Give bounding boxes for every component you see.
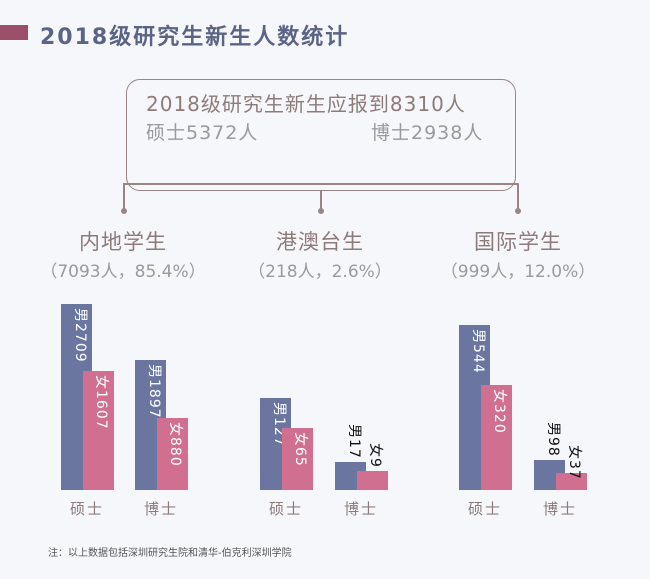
female-bar xyxy=(83,370,114,490)
female-bar xyxy=(282,428,313,490)
summary-master: 硕士5372人 xyxy=(146,122,259,144)
group-title: 港澳台生 xyxy=(276,230,364,254)
connector-line xyxy=(123,183,519,185)
female-bar xyxy=(357,471,388,490)
male-value-label: 男1897 xyxy=(146,363,162,419)
group-title: 内地学生 xyxy=(79,230,167,254)
category-label: 博士 xyxy=(343,500,378,518)
summary-total: 2018级研究生新生应报到8310人 xyxy=(146,92,466,116)
category-label: 硕士 xyxy=(467,500,502,518)
category-label: 博士 xyxy=(143,500,178,518)
female-value-label: 女65 xyxy=(292,432,308,468)
group-subtitle: （7093人，85.4%） xyxy=(40,262,206,282)
category-label: 博士 xyxy=(542,500,577,518)
page-title: 2018级研究生新生人数统计 xyxy=(40,25,350,50)
female-value-label: 女880 xyxy=(167,422,183,468)
female-value-label: 女9 xyxy=(367,443,383,469)
female-value-label: 女320 xyxy=(491,388,507,434)
connector-line xyxy=(517,183,519,211)
female-bar xyxy=(157,418,188,490)
connector-dot xyxy=(318,208,324,214)
male-value-label: 男98 xyxy=(545,422,561,458)
connector-line xyxy=(320,191,322,211)
female-value-label: 女37 xyxy=(566,445,582,481)
category-label: 硕士 xyxy=(69,500,104,518)
female-value-label: 女1607 xyxy=(93,374,109,430)
summary-doctor: 博士2938人 xyxy=(371,122,484,144)
female-bar xyxy=(481,384,512,490)
connector-line xyxy=(123,183,125,211)
footnote: 注：以上数据包括深圳研究生院和清华-伯克利深圳学院 xyxy=(48,548,292,559)
male-value-label: 男544 xyxy=(470,329,486,374)
group-subtitle: （999人，12.0%） xyxy=(440,262,596,282)
connector-dot xyxy=(121,208,127,214)
summary-box xyxy=(126,79,516,191)
group-title: 国际学生 xyxy=(474,230,562,254)
category-label: 硕士 xyxy=(268,500,303,518)
header-accent-bar xyxy=(0,25,28,40)
connector-dot xyxy=(515,208,521,214)
male-value-label: 男17 xyxy=(346,424,362,460)
male-value-label: 男2709 xyxy=(72,308,88,363)
female-bar xyxy=(556,473,587,490)
group-subtitle: （218人，2.6%） xyxy=(248,262,392,282)
